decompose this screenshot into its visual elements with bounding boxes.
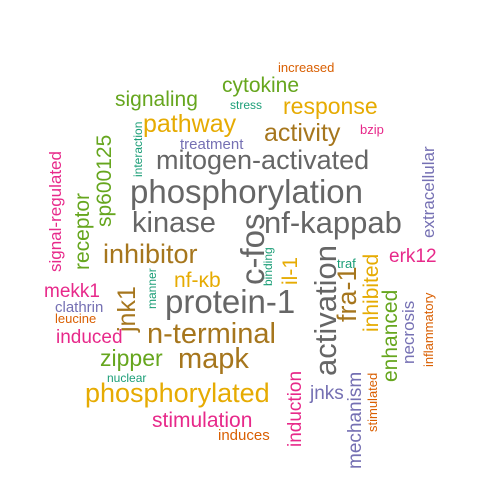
word-nf-kb: nf-κb bbox=[174, 269, 221, 292]
word-signal-regulated: signal-regulated bbox=[46, 151, 65, 272]
word-stimulation: stimulation bbox=[152, 409, 253, 432]
word-stimulated: stimulated bbox=[365, 372, 380, 432]
word-binding: binding bbox=[261, 247, 275, 286]
word-phosphorylated: phosphorylated bbox=[85, 378, 270, 408]
word-mechanism: mechanism bbox=[345, 371, 366, 469]
word-increased: increased bbox=[278, 60, 335, 75]
word-phosphorylation: phosphorylation bbox=[130, 173, 363, 210]
word-nf-kappab: nf-kappab bbox=[264, 205, 402, 240]
word-treatment: treatment bbox=[180, 136, 244, 153]
word-n-terminal: n-terminal bbox=[147, 318, 276, 350]
word-enhanced: enhanced bbox=[379, 289, 402, 382]
word-response: response bbox=[283, 93, 378, 119]
word-pathway: pathway bbox=[143, 110, 237, 138]
word-protein-1: protein-1 bbox=[165, 283, 296, 320]
word-necrosis: necrosis bbox=[399, 300, 418, 364]
word-jnks: jnks bbox=[310, 383, 344, 404]
word-inflammatory: inflammatory bbox=[421, 292, 436, 367]
word-jnk1: jnk1 bbox=[113, 286, 141, 332]
word-traf: traf bbox=[337, 256, 356, 271]
word-il-1: il-1 bbox=[279, 256, 302, 285]
word-sp600125: sp600125 bbox=[93, 134, 116, 227]
word-bzip: bzip bbox=[360, 122, 384, 137]
word-induction: induction bbox=[285, 370, 306, 447]
word-erk12: erk12 bbox=[389, 246, 437, 267]
word-activity: activity bbox=[264, 119, 341, 147]
word-induced: induced bbox=[56, 327, 123, 348]
word-inhibitor: inhibitor bbox=[103, 239, 198, 269]
word-signaling: signaling bbox=[115, 88, 198, 111]
word-induces: induces bbox=[218, 427, 270, 444]
word-nuclear: nuclear bbox=[107, 371, 147, 385]
word-mapk: mapk bbox=[178, 343, 249, 375]
word-leucine: leucine bbox=[55, 311, 97, 326]
word-cytokine: cytokine bbox=[222, 74, 300, 97]
word-interaction: interaction bbox=[131, 121, 145, 177]
word-receptor: receptor bbox=[71, 192, 94, 270]
word-manner: manner bbox=[145, 268, 159, 309]
word-clathrin: clathrin bbox=[55, 299, 104, 316]
word-stress: stress bbox=[230, 98, 263, 112]
word-zipper: zipper bbox=[100, 345, 163, 371]
word-kinase: kinase bbox=[132, 207, 216, 239]
word-mitogen-activated: mitogen-activated bbox=[156, 145, 370, 175]
word-fra-1: fra-1 bbox=[332, 266, 362, 322]
word-mekk1: mekk1 bbox=[44, 281, 100, 302]
word-extracellular: extracellular bbox=[419, 146, 438, 238]
